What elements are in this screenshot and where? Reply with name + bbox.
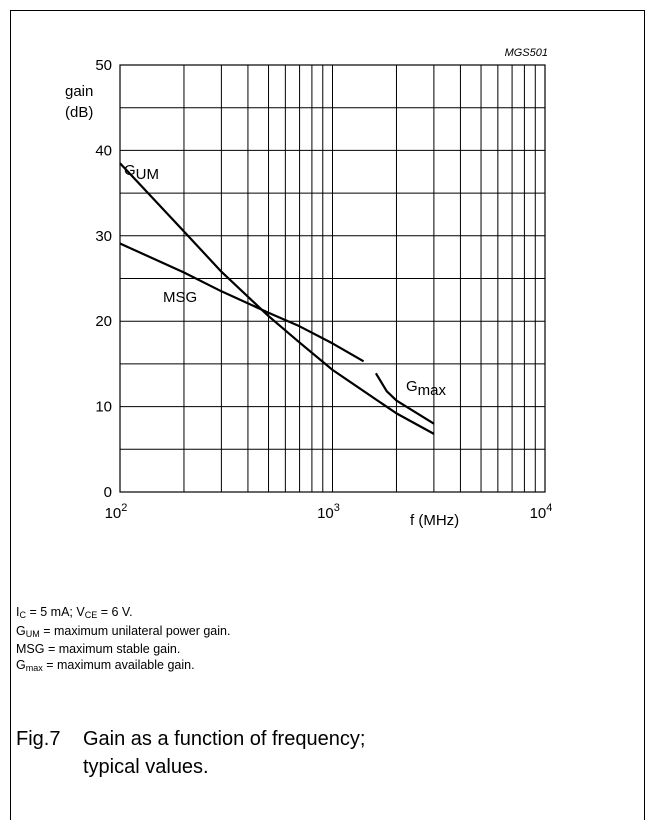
y-tick-label: 50 [95,57,112,74]
caption-text: Gain as a function of frequency; typical… [83,728,366,778]
series-line-msg [119,242,365,363]
figure-number: Fig.7 [16,728,61,750]
y-tick-label: 40 [95,142,112,159]
plot-border [119,64,546,493]
x-axis-label: f (MHz) [410,512,459,529]
gain-chart: MGS501 gain (dB) f (MHz) 0 10 20 30 40 50 102 1… [65,47,552,529]
y-tick-label: 10 [95,399,112,416]
figure-frame [10,10,645,820]
y-tick-label: 30 [95,228,112,245]
series-line-g-um [119,162,435,435]
y-axis-label-line2: (dB) [65,104,93,121]
series-layer [119,162,435,435]
text-layer: MGS501 gain (dB) f (MHz) 0 10 20 30 40 50 102 1… [65,47,552,529]
note-msg: MSG = maximum stable gain. [16,642,181,656]
series-label-g-um: GUM [124,162,159,183]
x-tick-label: 103 [317,502,340,522]
y-axis-label-line1: gain [65,83,93,100]
chart-code: MGS501 [505,47,548,59]
x-tick-label: 102 [105,502,128,522]
note-gmax: Gmax = maximum available gain. [16,657,195,673]
notes: IC = 5 mA; VCE = 6 V. GUM = maximum unil… [16,605,230,676]
y-tick-label: 20 [95,313,112,330]
y-tick-label: 0 [104,484,112,501]
note-gum: GUM = maximum unilateral power gain. [16,623,231,639]
series-label-msg: MSG [163,289,197,306]
grid [119,64,546,493]
figure-caption: Fig.7 Gain as a function of frequency; ty… [16,725,423,781]
series-label-g-max: Gmax [406,378,447,399]
x-tick-label: 104 [530,502,553,522]
series-line-g-max [374,372,435,425]
note-conditions: IC = 5 mA; VCE = 6 V. [16,605,133,620]
